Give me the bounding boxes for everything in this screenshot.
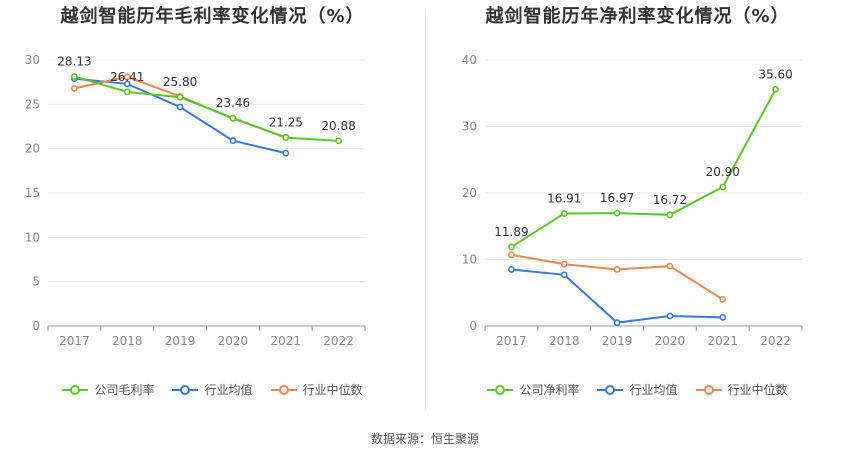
- panel-divider: [425, 10, 426, 410]
- data-point-industry_avg: [719, 313, 727, 321]
- y-tick-label: 20: [25, 142, 40, 156]
- chart-legend: 公司毛利率 行业均值 行业中位数: [0, 381, 425, 398]
- x-tick-label: 2019: [602, 334, 633, 348]
- data-label: 20.88: [321, 119, 355, 133]
- data-source: 数据来源：恒生聚源: [370, 432, 479, 446]
- y-tick-label: 20: [462, 186, 477, 200]
- data-point-company: [282, 134, 290, 141]
- legend-swatch-icon: [597, 384, 624, 396]
- legend-item-company[interactable]: 公司毛利率: [62, 381, 154, 398]
- chart-title: 越剑智能历年净利率变化情况（%）: [485, 6, 790, 27]
- y-tick-label: 25: [25, 97, 40, 111]
- data-point-company: [123, 88, 131, 96]
- x-tick-label: 2019: [165, 334, 196, 348]
- data-point-company: [613, 209, 621, 217]
- legend-label: 行业均值: [629, 383, 678, 397]
- y-tick-label: 0: [32, 319, 40, 333]
- series-line-industry_avg: [511, 268, 723, 324]
- legend-swatch-icon: [62, 384, 89, 396]
- x-tick-label: 2022: [760, 334, 791, 348]
- data-label: 16.91: [547, 192, 581, 206]
- data-label: 26.41: [110, 70, 144, 84]
- data-point-industry_avg: [508, 266, 515, 273]
- data-label: 23.46: [216, 96, 250, 110]
- data-point-company: [71, 73, 78, 80]
- data-point-industry_avg: [666, 312, 674, 320]
- x-tick-label: 2022: [323, 334, 354, 348]
- series-line-company: [74, 75, 339, 142]
- gross-margin-panel: 越剑智能历年毛利率变化情况（%） 0 5 10 15 20 25 30 2017 2018 201…: [0, 0, 425, 420]
- legend-label: 行业均值: [204, 383, 253, 397]
- x-tick-label: 2018: [549, 334, 580, 348]
- data-point-industry_median: [508, 251, 515, 259]
- x-tick-label: 2018: [112, 334, 143, 348]
- data-point-company: [335, 137, 342, 145]
- data-point-industry_avg: [176, 103, 184, 111]
- data-point-industry_median: [613, 266, 621, 273]
- legend-item-company[interactable]: 公司净利率: [487, 381, 579, 398]
- y-tick-label: 15: [25, 186, 40, 200]
- data-point-company: [772, 85, 779, 93]
- y-tick-label: 40: [462, 53, 477, 67]
- legend-swatch-icon: [487, 384, 514, 396]
- net-margin-panel: 越剑智能历年净利率变化情况（%） 0 10 20 30 40 2017 2018 2019 20…: [425, 0, 850, 420]
- x-tick-label: 2021: [270, 334, 301, 348]
- data-point-industry_median: [71, 84, 78, 92]
- legend-label: 公司净利率: [519, 383, 580, 397]
- chart-title: 越剑智能历年毛利率变化情况（%）: [60, 6, 365, 27]
- data-point-company: [666, 211, 674, 219]
- data-point-industry_median: [666, 262, 674, 270]
- data-point-company: [719, 183, 727, 191]
- legend-swatch-icon: [270, 384, 297, 396]
- x-tick-label: 2017: [496, 334, 527, 348]
- data-point-company: [176, 93, 184, 101]
- legend-item-industry_median[interactable]: 行业中位数: [695, 381, 788, 398]
- data-point-industry_avg: [560, 271, 568, 279]
- y-tick-label: 0: [469, 319, 477, 333]
- data-label: 25.80: [163, 75, 197, 89]
- data-label: 20.90: [706, 165, 740, 179]
- data-point-industry_avg: [613, 319, 621, 327]
- data-point-industry_median: [719, 295, 727, 303]
- data-label: 11.89: [494, 225, 528, 239]
- data-point-industry_median: [123, 73, 131, 81]
- data-point-company: [508, 243, 515, 251]
- y-tick-label: 30: [462, 120, 477, 134]
- chart-legend: 公司净利率 行业均值 行业中位数: [425, 381, 850, 398]
- net-margin-chart: 0 10 20 30 40 2017 2018 2019 2020 2021 2022 11.89 16…: [462, 53, 803, 348]
- legend-label: 行业中位数: [302, 383, 363, 397]
- x-tick-label: 2020: [218, 334, 249, 348]
- y-tick-label: 5: [32, 275, 40, 289]
- legend-label: 公司毛利率: [94, 383, 155, 397]
- data-label: 21.25: [269, 116, 303, 130]
- series-line-industry_avg: [74, 77, 286, 155]
- x-tick-label: 2021: [707, 334, 738, 348]
- data-point-industry_median: [560, 260, 568, 268]
- data-point-company: [229, 114, 237, 122]
- legend-item-industry_avg[interactable]: 行业均值: [597, 381, 678, 398]
- x-tick-label: 2017: [59, 334, 90, 348]
- data-label: 28.13: [57, 55, 91, 69]
- data-label: 16.72: [653, 193, 687, 207]
- data-point-industry_avg: [282, 149, 290, 157]
- data-point-company: [560, 210, 568, 217]
- legend-swatch-icon: [695, 384, 722, 396]
- y-tick-label: 10: [25, 230, 40, 244]
- x-tick-label: 2020: [655, 334, 686, 348]
- legend-item-industry_avg[interactable]: 行业均值: [172, 381, 253, 398]
- y-tick-label: 10: [462, 253, 477, 267]
- legend-swatch-icon: [172, 384, 199, 396]
- gross-margin-chart: 0 5 10 15 20 25 30 2017 2018 2019 2020 2021 2022 28.1…: [25, 53, 366, 348]
- legend-item-industry_median[interactable]: 行业中位数: [270, 381, 363, 398]
- series-line-company: [510, 88, 777, 248]
- y-tick-label: 30: [25, 53, 40, 67]
- data-label: 16.97: [600, 191, 634, 205]
- data-point-industry_avg: [123, 80, 131, 88]
- data-point-industry_avg: [229, 137, 237, 145]
- legend-label: 行业中位数: [727, 383, 788, 397]
- series-line-industry_median: [511, 253, 724, 301]
- data-label: 35.60: [758, 67, 792, 81]
